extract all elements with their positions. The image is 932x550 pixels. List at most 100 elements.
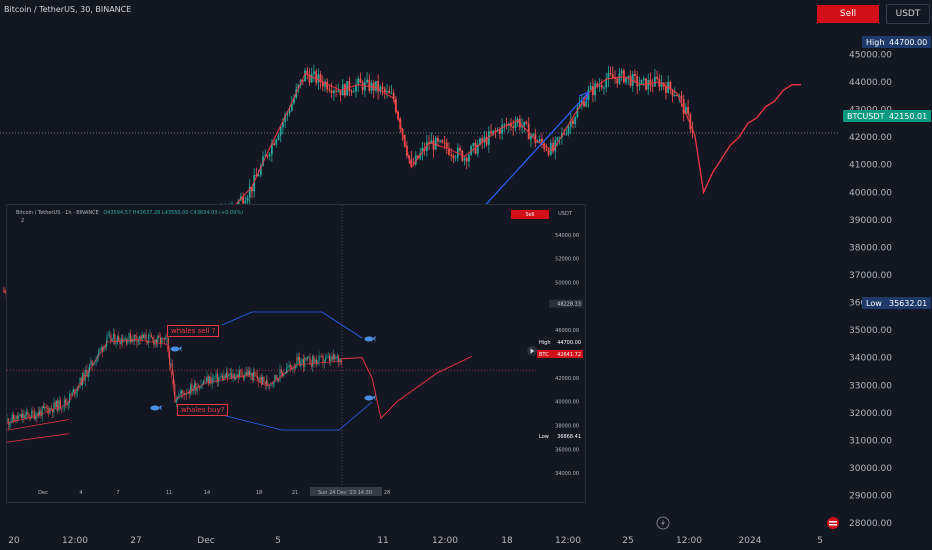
inset-candle-body [109,334,111,336]
inset-candle-body [306,357,308,360]
inset-currency-label: USDT [558,211,572,217]
x-tick-label: 18 [501,536,513,546]
candle-body [669,81,672,90]
inset-candle-body [165,337,167,340]
x-tick-label: 12:00 [432,536,458,546]
candle-body [463,157,466,161]
candle-body [308,74,311,83]
inset-candle-body [296,357,298,360]
inset-candle-body [119,341,121,344]
inset-candle-body [58,400,60,411]
candle-body [288,110,291,113]
x-tick-label: 20 [8,536,20,546]
candle-body [468,154,470,162]
x-tick-label: 12:00 [676,536,702,546]
inset-candle-body [98,350,100,356]
candle-body [583,101,585,107]
candle-body [653,76,656,87]
inset-candle-body [44,406,46,409]
inset-candle-body [220,375,222,377]
inset-y-tick-label: 40000.00 [555,400,579,406]
y-tick-label: 34000.00 [849,354,892,364]
candle-body [270,143,273,155]
candle-body [432,140,435,150]
inset-candle-body [84,370,86,381]
candle-body [687,107,689,114]
high-value-tag: 44700.00 [885,36,932,48]
candle-body [627,75,630,78]
candle-body [443,142,446,144]
inset-candle-body [32,410,34,413]
sell-button[interactable]: Sell [817,5,879,23]
inset-candle-body [99,349,101,351]
inset-candle-body [24,415,26,419]
candle-body [472,143,475,147]
candle-body [611,74,614,79]
candle-body [541,138,543,144]
inset-candle-body [245,371,247,375]
inset-candle-body [318,355,320,361]
candle-body [642,78,645,80]
inset-candle-body [107,334,109,336]
inset-candle-body [191,384,193,392]
x-tick-label: 25 [622,536,633,546]
inset-candle-body [276,378,278,380]
inset-sell-button[interactable]: Sell [511,210,549,219]
inset-candle-body [43,406,44,409]
candle-body [563,133,566,135]
inset-candle-body [63,399,65,407]
inset-x-tick-label: 28 [384,490,390,496]
candle-body [246,197,249,201]
inset-candle-body [244,374,246,379]
candle-body [392,93,395,99]
currency-button[interactable]: USDT [886,4,930,24]
inset-candle-body [286,368,287,373]
inset-candle-body [14,419,16,422]
candle-body [273,143,275,145]
x-tick-label: 27 [130,536,141,546]
inset-marker-bg [549,299,583,308]
candle-body [350,91,353,93]
flag-icon-stripe [829,524,837,526]
inset-candle-body [100,347,102,350]
inset-candle-body [183,392,185,396]
candle-body [485,137,488,145]
inset-candle-body [331,356,333,360]
inset-candle-body [224,375,226,378]
whale-icon-tail [373,395,376,401]
inset-candle-body [171,363,173,375]
inset-candle-body [15,415,17,422]
inset-candle-body [169,351,171,365]
candle-body [536,141,539,143]
inset-marker-value: 48228.33 [557,302,581,308]
inset-candle-body [218,377,220,383]
inset-candle-body [140,335,142,340]
inset-candle-body [332,354,334,360]
inset-candle-body [194,383,195,389]
annotation-whales-sell: whales sell ? [167,325,220,337]
inset-whale-buy-path [221,401,373,431]
inset-candle-body [126,338,127,344]
candle-body [386,90,388,93]
inset-candle-body [106,341,107,348]
inset-candle-body [192,388,194,392]
candle-body [479,138,481,145]
candle-body [618,73,621,84]
candle-body [572,120,574,124]
inset-candle-body [254,371,256,376]
candle-body [538,138,541,142]
candle-body [417,155,419,159]
inset-candle-body [236,374,238,377]
inset-candle-body [322,356,324,363]
inset-candle-body [39,410,41,416]
inset-candle-body [312,356,314,367]
inset-candle-body [9,423,11,425]
candle-body [490,131,492,134]
candle-body [556,137,559,141]
inset-candle-body [67,403,69,406]
y-tick-label: 45000.00 [849,50,892,60]
inset-candle-body [200,385,202,389]
inset-high-tag-value: 44700.00 [557,340,581,346]
inset-candle-body [122,338,124,343]
candle-body [649,79,652,86]
